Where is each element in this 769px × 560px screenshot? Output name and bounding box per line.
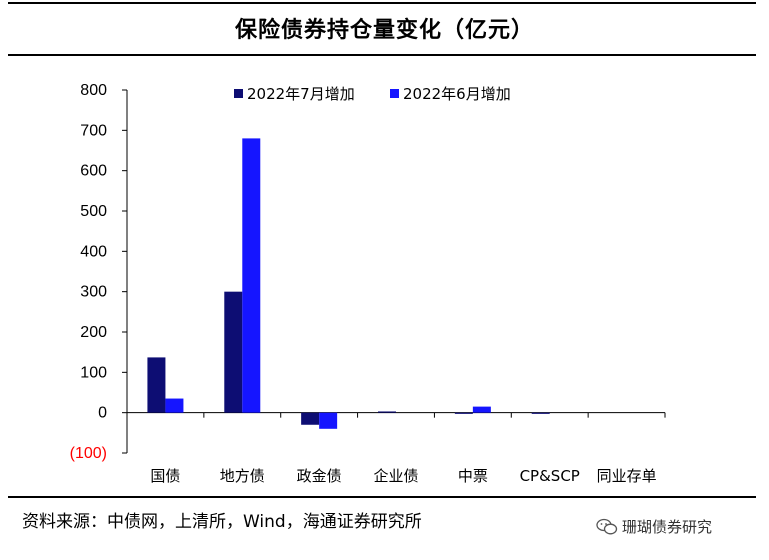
y-tick-label: 300	[80, 284, 107, 301]
y-tick-label: 500	[80, 203, 107, 220]
bar-jun-0	[165, 398, 184, 413]
category-label: 同业存单	[597, 467, 657, 485]
bar-jun-2	[319, 412, 338, 429]
top-rule	[8, 2, 756, 4]
legend-label-0: 2022年7月增加	[247, 85, 355, 103]
category-label: CP&SCP	[520, 467, 580, 485]
bar-jun-1	[242, 138, 261, 413]
category-label: 政金债	[297, 467, 342, 485]
y-tick-label: 200	[80, 324, 107, 341]
chart-title: 保险债券持仓量变化（亿元）	[234, 17, 534, 43]
bar-chart: 800 700 600 500 400 300 200 100 0 (100) 国债 地方债 政金债 企业…	[70, 82, 666, 485]
bar-jun-4	[472, 406, 491, 413]
legend-swatch-1	[390, 89, 399, 98]
title-rule	[8, 54, 756, 56]
bar-jul-3	[378, 411, 396, 413]
y-tick-label: 100	[80, 364, 107, 381]
bar-jul-5	[531, 412, 550, 414]
category-label: 国债	[150, 467, 180, 485]
watermark-text: 珊瑚债券研究	[622, 518, 713, 536]
legend-label-1: 2022年6月增加	[403, 85, 511, 103]
bar-jul-2	[301, 412, 320, 425]
source-note: 资料来源：中债网，上清所，Wind，海通证券研究所	[22, 512, 422, 532]
footer-rule	[8, 496, 756, 498]
y-tick-label: 600	[80, 163, 107, 180]
bar-jul-0	[147, 357, 166, 413]
y-tick-label: 0	[98, 405, 107, 422]
y-tick-label: 400	[80, 243, 107, 260]
wechat-icon	[596, 518, 618, 534]
watermark: 珊瑚债券研究	[596, 516, 712, 537]
legend-swatch-0	[234, 89, 243, 98]
bar-jul-4	[454, 412, 473, 414]
y-tick-label: 800	[80, 82, 107, 99]
y-tick-label: (100)	[70, 445, 107, 462]
bar-jul-1	[224, 291, 243, 413]
category-label: 企业债	[373, 467, 418, 485]
y-tick-label: 700	[80, 122, 107, 139]
category-label: 地方债	[220, 467, 265, 485]
category-label: 中票	[458, 467, 488, 485]
